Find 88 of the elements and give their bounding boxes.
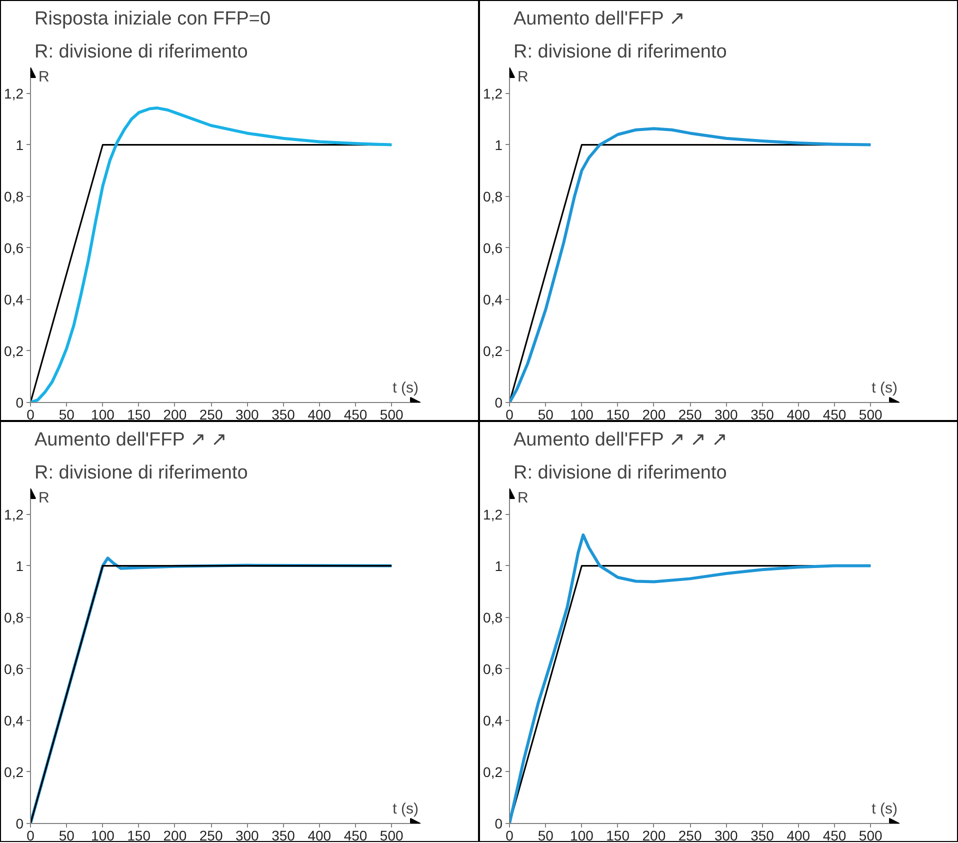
- x-tick-label: 250: [678, 828, 702, 843]
- y-tick-label: 1: [16, 136, 24, 153]
- x-tick-label: 500: [380, 406, 404, 422]
- x-tick-label: 0: [506, 828, 514, 843]
- x-axis-title: t (s): [392, 380, 419, 396]
- x-tick-label: 400: [786, 828, 810, 843]
- y-tick-label: 0,8: [4, 188, 24, 204]
- y-tick-label: 0,2: [483, 342, 503, 359]
- x-tick-label: 200: [163, 406, 187, 422]
- y-tick-label: 1: [494, 136, 503, 153]
- y-tick-label: 0: [16, 816, 24, 832]
- y-axis-title: R: [38, 68, 50, 86]
- x-tick-label: 400: [786, 406, 810, 422]
- x-tick-label: 150: [606, 828, 630, 843]
- y-tick-label: 0,2: [4, 764, 24, 780]
- x-tick-label: 0: [506, 406, 514, 422]
- y-tick-label: 0,4: [4, 712, 24, 728]
- x-tick-label: 200: [163, 828, 187, 843]
- x-tick-label: 350: [750, 828, 774, 843]
- y-tick-label: 1: [494, 558, 503, 574]
- x-tick-label: 500: [858, 406, 883, 422]
- x-tick-label: 450: [344, 828, 368, 843]
- x-tick-label: 250: [678, 406, 702, 422]
- y-axis-title: R: [518, 490, 528, 506]
- chart-title: Aumento dell'FFP ↗ ↗: [34, 430, 228, 450]
- x-tick-label: 300: [235, 828, 260, 843]
- y-tick-label: 0,8: [4, 609, 24, 626]
- y-tick-label: 1,2: [4, 85, 24, 102]
- x-tick-label: 50: [538, 828, 554, 843]
- x-axis-title: t (s): [392, 800, 419, 818]
- chart-title: Aumento dell'FFP ↗ ↗ ↗: [514, 430, 728, 450]
- x-tick-label: 150: [127, 828, 151, 843]
- x-tick-label: 150: [606, 406, 630, 422]
- x-tick-label: 0: [26, 828, 35, 843]
- x-tick-label: 450: [344, 406, 368, 422]
- x-tick-label: 450: [822, 406, 846, 422]
- y-tick-label: 0: [16, 394, 24, 410]
- y-tick-label: 0,6: [4, 660, 24, 677]
- x-axis-title: t (s): [872, 800, 898, 818]
- y-tick-label: 0,6: [483, 660, 503, 677]
- chart-title: Aumento dell'FFP ↗: [514, 8, 685, 30]
- chart-subtitle: R: divisione di riferimento: [34, 42, 248, 62]
- x-tick-label: 200: [642, 406, 666, 422]
- y-axis-title: R: [518, 68, 528, 86]
- x-tick-label: 50: [58, 828, 75, 843]
- y-tick-label: 1: [16, 558, 24, 574]
- y-tick-label: 0: [494, 816, 503, 832]
- y-tick-label: 1,2: [483, 85, 503, 102]
- x-tick-label: 450: [822, 828, 846, 843]
- x-tick-label: 350: [750, 406, 774, 422]
- x-tick-label: 50: [538, 406, 554, 422]
- x-tick-label: 300: [714, 828, 738, 843]
- y-tick-label: 0,2: [4, 342, 24, 359]
- x-tick-label: 100: [570, 828, 594, 843]
- y-tick-label: 1,2: [483, 506, 503, 522]
- x-tick-label: 100: [91, 828, 115, 843]
- chart-title: Risposta iniziale con FFP=0: [34, 8, 271, 30]
- x-tick-label: 300: [714, 406, 738, 422]
- x-tick-label: 500: [380, 828, 404, 843]
- x-tick-label: 100: [91, 406, 115, 422]
- x-tick-label: 350: [272, 828, 296, 843]
- y-tick-label: 0,6: [483, 240, 503, 256]
- x-tick-label: 100: [570, 406, 594, 422]
- y-axis-title: R: [38, 490, 50, 506]
- x-tick-label: 250: [199, 406, 223, 422]
- chart-subtitle: R: divisione di riferimento: [34, 462, 248, 484]
- x-tick-label: 350: [272, 406, 296, 422]
- y-tick-label: 1,2: [4, 506, 24, 522]
- y-tick-label: 0,8: [483, 609, 503, 626]
- x-tick-label: 200: [642, 828, 666, 843]
- x-tick-label: 0: [26, 406, 35, 422]
- x-tick-label: 400: [308, 406, 332, 422]
- x-tick-label: 150: [127, 406, 151, 422]
- x-tick-label: 50: [58, 406, 75, 422]
- x-tick-label: 400: [308, 828, 332, 843]
- y-tick-label: 0,6: [4, 240, 24, 256]
- x-tick-label: 250: [199, 828, 223, 843]
- chart-subtitle: R: divisione di riferimento: [514, 42, 727, 62]
- y-tick-label: 0,4: [483, 712, 503, 728]
- x-tick-label: 300: [235, 406, 260, 422]
- y-tick-label: 0,4: [4, 291, 24, 308]
- y-tick-label: 0,8: [483, 188, 503, 204]
- y-tick-label: 0: [494, 394, 503, 410]
- x-tick-label: 500: [858, 828, 883, 843]
- y-tick-label: 0,2: [483, 764, 503, 780]
- x-axis-title: t (s): [872, 380, 898, 396]
- chart-subtitle: R: divisione di riferimento: [514, 462, 727, 484]
- y-tick-label: 0,4: [483, 291, 503, 308]
